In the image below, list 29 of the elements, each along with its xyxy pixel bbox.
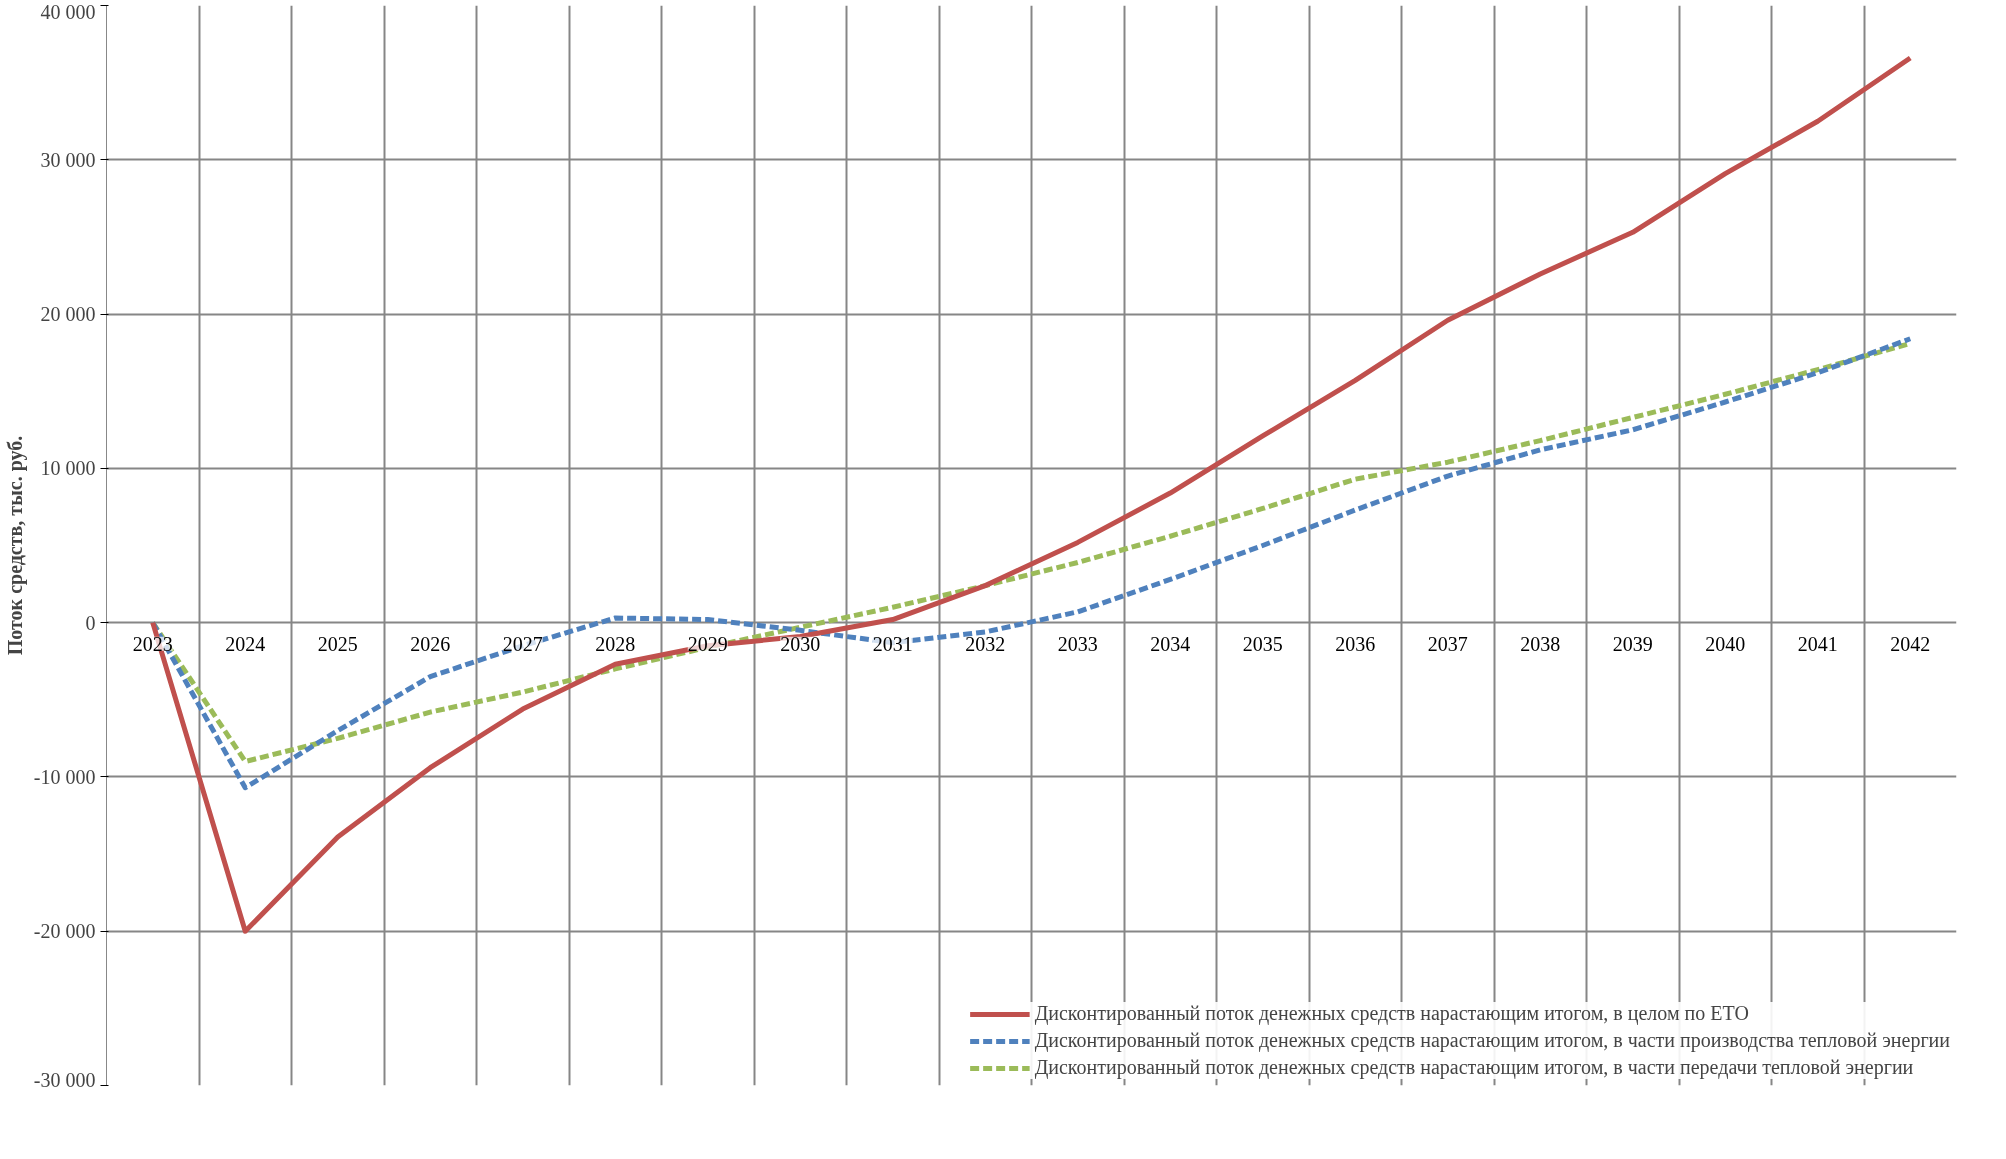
x-tick-label: 2040 xyxy=(1705,632,1746,655)
legend-label: Дисконтированный поток денежных средств нарастающим итогом, в части передачи тепловой энергии xyxy=(1034,1056,1914,1079)
y-tick-label: 10 000 xyxy=(40,457,96,480)
x-tick-label: 2039 xyxy=(1612,632,1653,655)
y-tick-label: 40 000 xyxy=(40,0,96,23)
y-axis-title: Поток средств, тыс. руб. xyxy=(3,435,27,656)
legend-label: Дисконтированный поток денежных средств нарастающим итогом, в целом по ЕТО xyxy=(1034,1002,1749,1025)
y-tick-label: -30 000 xyxy=(33,1068,96,1091)
x-tick-label: 2024 xyxy=(225,632,266,655)
x-tick-label: 2038 xyxy=(1520,632,1561,655)
x-tick-label: 2034 xyxy=(1150,632,1191,655)
y-tick-label: -10 000 xyxy=(33,765,96,788)
x-tick-label: 2035 xyxy=(1242,632,1283,655)
legend-label: Дисконтированный поток денежных средств нарастающим итогом, в части производства тепловой энергии xyxy=(1034,1029,1950,1052)
x-tick-label: 2041 xyxy=(1797,632,1838,655)
x-tick-label: 2032 xyxy=(965,632,1006,655)
y-tick-label: -20 000 xyxy=(33,920,96,943)
x-tick-label: 2028 xyxy=(595,632,636,655)
x-tick-label: 2033 xyxy=(1057,632,1098,655)
x-tick-label: 2023 xyxy=(132,632,173,655)
y-tick-label: 20 000 xyxy=(40,303,96,326)
x-tick-label: 2036 xyxy=(1335,632,1376,655)
y-tick-label: 0 xyxy=(85,611,96,634)
x-tick-label: 2042 xyxy=(1890,632,1931,655)
x-tick-label: 2037 xyxy=(1427,632,1468,655)
x-tick-label: 2025 xyxy=(317,632,358,655)
x-tick-label: 2026 xyxy=(410,632,451,655)
y-tick-label: 30 000 xyxy=(40,148,96,171)
x-tick-label: 2030 xyxy=(780,632,821,655)
